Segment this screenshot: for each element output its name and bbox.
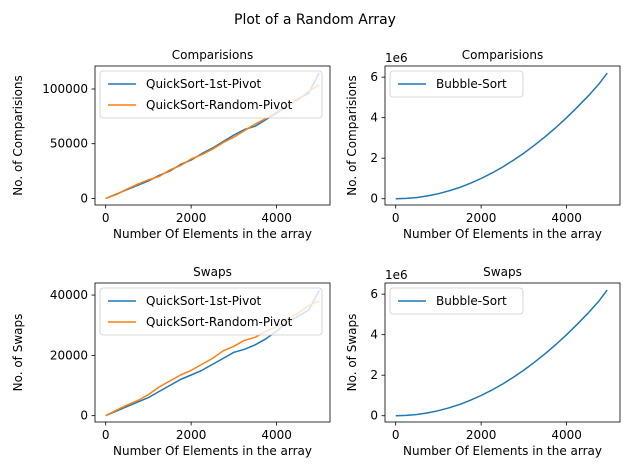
legend-entry: QuickSort-Random-Pivot [146, 98, 293, 112]
y-axis-label: No. of Swaps [345, 314, 359, 392]
y-axis-label: No. of Swaps [11, 314, 25, 392]
axes-frame [94, 65, 331, 206]
legend-box [99, 287, 323, 336]
subplot-p4: Swaps 0 2000 4000 0 2 4 6 1e6 Number Of Elements … [345, 265, 621, 458]
x-tick-label: 2000 [466, 428, 497, 442]
axes-frame [384, 282, 621, 423]
x-axis-label: Number Of Elements in the array [403, 444, 602, 458]
legend-entry: QuickSort-1st-Pivot [146, 294, 262, 308]
y-tick-label: 6 [370, 287, 378, 301]
subplot-p1: Comparisions 0 2000 4000 0 50000 100000 Number … [11, 48, 331, 241]
x-tick-label: 2000 [176, 211, 207, 225]
x-tick-label: 4000 [551, 211, 582, 225]
y-tick-label: 2 [370, 368, 378, 382]
plot-title: Comparisions [172, 48, 253, 62]
figure-title: Plot of a Random Array [234, 12, 396, 28]
legend-entry: QuickSort-1st-Pivot [146, 77, 262, 91]
x-tick-label: 4000 [551, 428, 582, 442]
x-tick-label: 0 [102, 428, 110, 442]
series-line-1 [395, 72, 608, 200]
axis-offset-text: 1e6 [385, 268, 408, 282]
legend: QuickSort-1st-Pivot QuickSort-Random-Pivo… [99, 287, 323, 336]
axis-offset-text: 1e6 [385, 51, 408, 65]
x-tick-label: 4000 [261, 428, 292, 442]
x-tick-label: 0 [102, 211, 110, 225]
legend-box [389, 287, 524, 315]
legend: Bubble-Sort [389, 287, 524, 315]
x-axis-label: Number Of Elements in the array [113, 227, 312, 241]
x-axis-label: Number Of Elements in the array [113, 444, 312, 458]
y-tick-label: 4 [370, 328, 378, 342]
x-tick-label: 0 [392, 211, 400, 225]
y-tick-label: 0 [80, 409, 88, 423]
y-tick-label: 50000 [50, 137, 88, 151]
y-tick-label: 2 [370, 151, 378, 165]
y-tick-label: 0 [370, 192, 378, 206]
legend-entry: Bubble-Sort [436, 77, 507, 91]
legend: Bubble-Sort [389, 70, 524, 98]
plot-title: Comparisions [462, 48, 543, 62]
y-tick-label: 6 [370, 70, 378, 84]
y-tick-label: 0 [370, 409, 378, 423]
y-tick-label: 0 [80, 191, 88, 205]
legend-box [389, 70, 524, 98]
axes-frame [94, 282, 331, 423]
y-axis-label: No. of Comparisions [345, 75, 359, 196]
y-axis-label: No. of Comparisions [11, 75, 25, 196]
legend-entry: Bubble-Sort [436, 294, 507, 308]
x-axis-label: Number Of Elements in the array [403, 227, 602, 241]
y-tick-label: 20000 [50, 348, 88, 362]
y-tick-label: 100000 [42, 82, 88, 96]
series-line-1 [395, 289, 608, 417]
plot-title: Swaps [193, 265, 232, 279]
x-tick-label: 2000 [466, 211, 497, 225]
subplot-p2: Comparisions 0 2000 4000 0 2 4 6 1e6 Number Of El… [345, 48, 621, 241]
x-tick-label: 4000 [261, 211, 292, 225]
x-tick-label: 2000 [176, 428, 207, 442]
y-tick-label: 4 [370, 111, 378, 125]
legend: QuickSort-1st-Pivot QuickSort-Random-Pivo… [99, 70, 323, 119]
plot-title: Swaps [483, 265, 522, 279]
legend-box [99, 70, 323, 119]
y-tick-label: 40000 [50, 288, 88, 302]
axes-frame [384, 65, 621, 206]
legend-entry: QuickSort-Random-Pivot [146, 315, 293, 329]
x-tick-label: 0 [392, 428, 400, 442]
